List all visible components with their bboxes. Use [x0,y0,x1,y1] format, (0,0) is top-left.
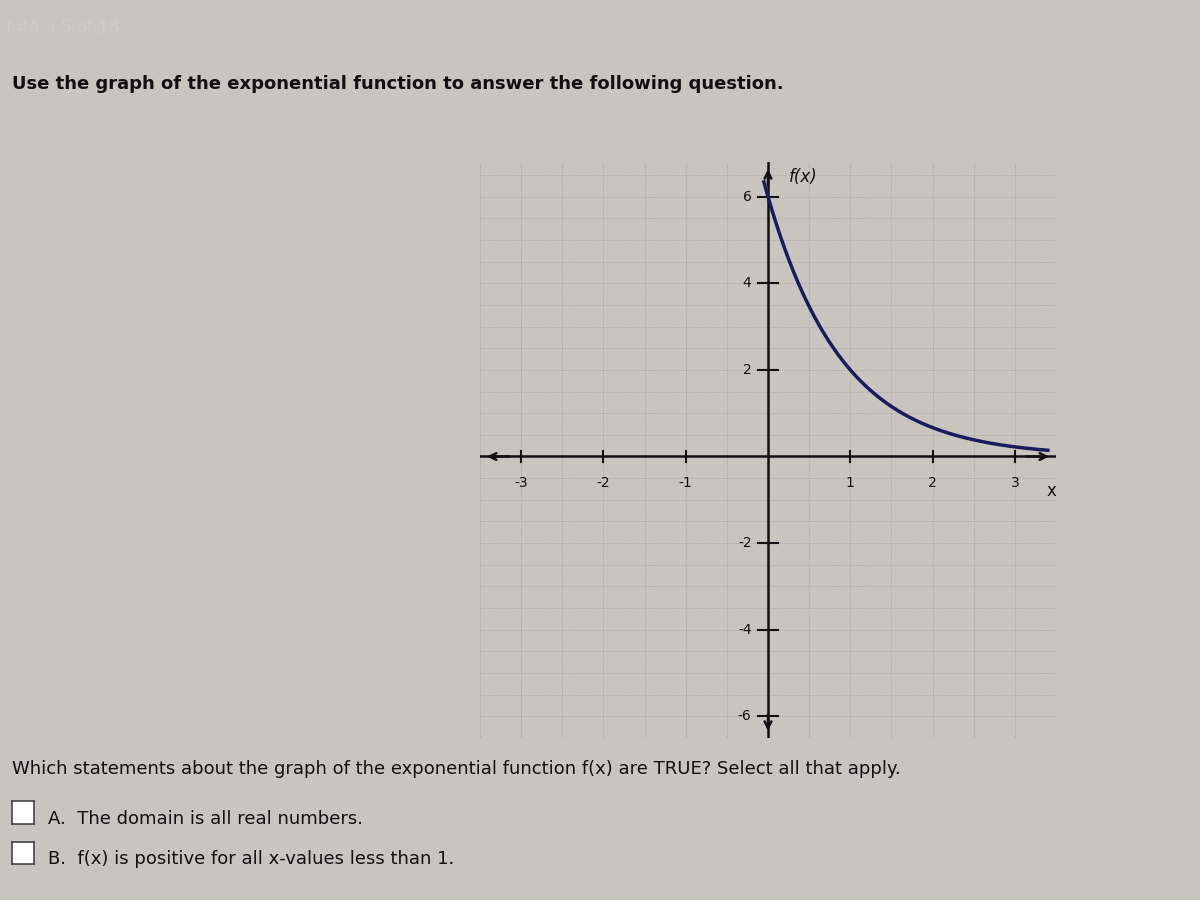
Text: -6: -6 [738,709,751,724]
Text: B.  f(x) is positive for all x-values less than 1.: B. f(x) is positive for all x-values les… [48,850,455,868]
Text: 6: 6 [743,190,751,203]
Text: x: x [1046,482,1057,500]
Text: -1: -1 [679,476,692,490]
Text: t 4A  / 5 of 18: t 4A / 5 of 18 [6,18,119,36]
Text: 4: 4 [743,276,751,291]
Text: 2: 2 [743,363,751,377]
Text: -2: -2 [738,536,751,550]
Text: -2: -2 [596,476,611,490]
Text: -3: -3 [515,476,528,490]
Text: 3: 3 [1010,476,1019,490]
Text: -4: -4 [738,623,751,636]
Text: Use the graph of the exponential function to answer the following question.: Use the graph of the exponential functio… [12,75,784,93]
Text: A.  The domain is all real numbers.: A. The domain is all real numbers. [48,810,364,828]
Text: Which statements about the graph of the exponential function f(x) are TRUE? Sele: Which statements about the graph of the … [12,760,901,778]
Text: 2: 2 [928,476,937,490]
Text: 1: 1 [846,476,854,490]
Text: f(x): f(x) [788,168,817,186]
